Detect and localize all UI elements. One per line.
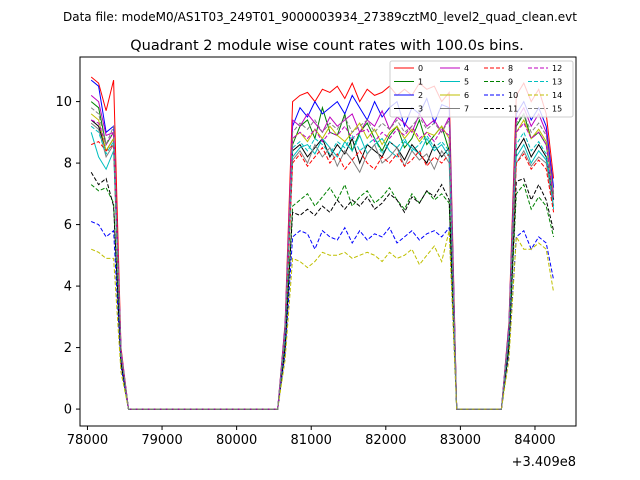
series-line-6 bbox=[90, 113, 555, 410]
legend-label-13: 13 bbox=[552, 78, 562, 87]
legend-label-2: 2 bbox=[418, 91, 423, 100]
series-line-5 bbox=[90, 132, 555, 410]
legend-label-12: 12 bbox=[552, 64, 562, 73]
y-tick-label: 8 bbox=[64, 157, 72, 172]
x-offset-label: +3.409e8 bbox=[512, 455, 576, 470]
legend-label-0: 0 bbox=[418, 64, 423, 73]
series-line-10 bbox=[91, 221, 555, 410]
legend-box bbox=[389, 60, 574, 118]
series-line-8 bbox=[91, 140, 555, 410]
y-tick-label: 2 bbox=[64, 341, 72, 356]
x-tick-label: 80000 bbox=[216, 433, 257, 448]
series-line-2 bbox=[90, 79, 555, 410]
legend-label-14: 14 bbox=[552, 91, 562, 100]
series-line-14 bbox=[91, 230, 555, 410]
x-tick-label: 82000 bbox=[365, 433, 406, 448]
legend-label-7: 7 bbox=[464, 105, 469, 114]
legend-label-5: 5 bbox=[464, 78, 469, 87]
x-tick-label: 83000 bbox=[440, 433, 481, 448]
plot-frame bbox=[79, 56, 577, 427]
y-tick-label: 4 bbox=[64, 280, 72, 295]
legend-label-3: 3 bbox=[418, 105, 423, 114]
legend-label-6: 6 bbox=[464, 91, 469, 100]
legend-label-8: 8 bbox=[508, 64, 513, 73]
x-tick-label: 79000 bbox=[141, 433, 182, 448]
series-line-0 bbox=[90, 76, 555, 410]
series-line-3 bbox=[90, 119, 555, 410]
series-line-9 bbox=[90, 183, 555, 410]
y-tick-label: 0 bbox=[64, 403, 72, 418]
legend-label-4: 4 bbox=[464, 64, 469, 73]
y-tick-label: 6 bbox=[64, 218, 72, 233]
legend-label-9: 9 bbox=[508, 78, 513, 87]
legend-label-15: 15 bbox=[552, 105, 562, 114]
series-line-12 bbox=[91, 119, 555, 410]
legend-label-10: 10 bbox=[508, 91, 518, 100]
x-tick-label: 78000 bbox=[67, 433, 108, 448]
legend-label-11: 11 bbox=[508, 105, 518, 114]
legend-label-1: 1 bbox=[418, 78, 423, 87]
chart-suptitle: Data file: modeM0/AS1T03_249T01_90000039… bbox=[63, 10, 577, 24]
series-line-15 bbox=[90, 107, 555, 410]
series-layer bbox=[90, 76, 555, 410]
chart-title: Quadrant 2 module wise count rates with … bbox=[130, 38, 524, 54]
axis-ticks: 78000 79000 80000 81000 82000 83000 84000 0 2 4 6 8… bbox=[55, 95, 555, 448]
series-line-13 bbox=[90, 125, 555, 410]
series-line-11 bbox=[90, 172, 555, 410]
x-tick-label: 81000 bbox=[291, 433, 332, 448]
y-tick-label: 10 bbox=[55, 95, 72, 110]
x-tick-label: 84000 bbox=[514, 433, 555, 448]
series-line-7 bbox=[90, 122, 555, 410]
